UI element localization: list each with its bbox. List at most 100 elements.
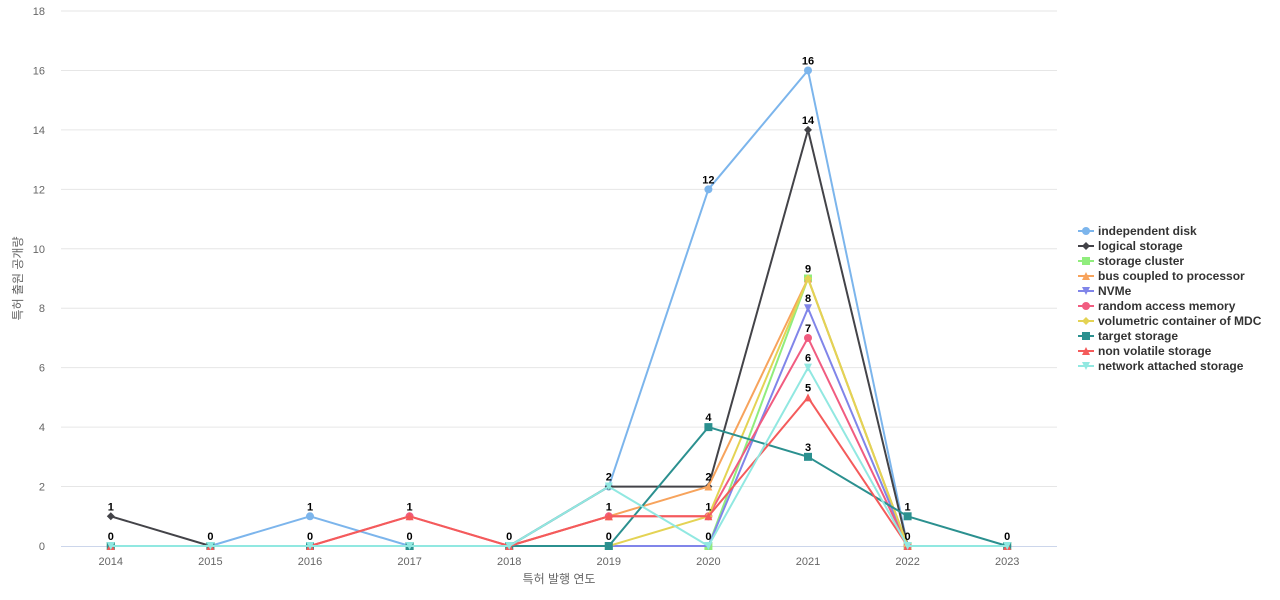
series-line [109, 366, 1009, 547]
legend-marker [1082, 347, 1090, 355]
data-label: 0 [1004, 531, 1010, 543]
data-point [604, 542, 613, 550]
grid-lines [61, 10, 1057, 488]
series-line [109, 336, 1009, 547]
data-point [106, 542, 115, 550]
data-labels: 1 0 0 1 0 1 0 0 2 1 0 12 4 2 1 0 16 14 9 8 7 6 5 3 1 0 0 [108, 55, 1011, 543]
series-line [109, 277, 1009, 547]
data-point [405, 542, 414, 550]
data-label: 6 [805, 353, 811, 365]
data-point [804, 304, 812, 313]
data-point [804, 333, 812, 342]
data-point [804, 66, 812, 75]
legend-marker [1082, 227, 1090, 235]
y-tick-label: 0 [39, 541, 45, 553]
x-tick-label: 2021 [796, 556, 820, 568]
legend-label: NVMe [1098, 284, 1132, 298]
legend-label: target storage [1098, 329, 1178, 343]
data-point [505, 542, 514, 550]
legend-item: bus coupled to processor [1078, 269, 1245, 283]
y-tick-label: 2 [39, 482, 45, 494]
series-group [106, 363, 1012, 550]
data-point [804, 274, 812, 283]
data-point [903, 542, 912, 550]
data-label: 16 [802, 55, 814, 67]
x-tick-label: 2020 [696, 556, 720, 568]
y-tick-label: 18 [33, 6, 45, 18]
data-label: 8 [805, 293, 811, 305]
x-tick-label: 2022 [895, 556, 919, 568]
legend-label: bus coupled to processor [1098, 269, 1245, 283]
legend-label: network attached storage [1098, 359, 1244, 373]
x-tick-label: 2019 [597, 556, 621, 568]
series-line [109, 277, 1009, 547]
data-label: 0 [307, 531, 313, 543]
data-point [306, 512, 314, 521]
x-tick-label: 2017 [397, 556, 421, 568]
data-label: 2 [705, 472, 711, 484]
x-tick-label: 2023 [995, 556, 1019, 568]
x-axis-ticks: 2014 2015 2016 2017 2018 2019 2020 2021 2022 2023 [99, 556, 1020, 568]
legend-item: target storage [1078, 329, 1178, 343]
legend-marker [1082, 287, 1090, 295]
legend-marker [1082, 332, 1090, 340]
y-tick-label: 10 [33, 244, 45, 256]
data-label: 3 [805, 442, 811, 454]
y-axis-title: 특허 출원 공개량 [11, 237, 25, 321]
legend-item: network attached storage [1078, 359, 1244, 373]
legend-item: volumetric container of MDC [1078, 314, 1262, 328]
series-layer [106, 66, 1012, 550]
y-tick-label: 4 [39, 422, 45, 434]
legend-label: random access memory [1098, 299, 1236, 313]
legend-marker [1082, 272, 1090, 280]
y-axis-ticks: 0 2 4 6 8 10 12 14 16 18 [33, 6, 45, 553]
x-tick-label: 2018 [497, 556, 521, 568]
data-label: 0 [108, 531, 114, 543]
legend-label: non volatile storage [1098, 344, 1212, 358]
data-point [704, 542, 713, 550]
x-tick-label: 2014 [99, 556, 123, 568]
data-label: 1 [905, 501, 911, 513]
data-point [1003, 542, 1012, 550]
data-label: 5 [805, 382, 811, 394]
legend-label: storage cluster [1098, 254, 1184, 268]
legend-marker [1082, 257, 1090, 265]
series-line [109, 277, 1009, 547]
data-point [206, 542, 215, 550]
data-label: 7 [805, 323, 811, 335]
data-point [804, 125, 812, 134]
data-label: 1 [407, 501, 413, 513]
data-point [604, 482, 613, 491]
x-tick-label: 2015 [198, 556, 222, 568]
legend-marker [1082, 362, 1090, 370]
data-label: 0 [705, 531, 711, 543]
data-point [804, 363, 812, 372]
data-point [704, 423, 713, 432]
data-label: 1 [307, 501, 313, 513]
x-tick-label: 2016 [298, 556, 322, 568]
data-label: 0 [506, 531, 512, 543]
legend-item: random access memory [1078, 299, 1236, 313]
legend-item: NVMe [1078, 284, 1132, 298]
legend-item: logical storage [1078, 239, 1183, 253]
legend-marker [1082, 302, 1090, 310]
legend-label: logical storage [1098, 239, 1183, 253]
y-tick-label: 12 [33, 184, 45, 196]
series-group [106, 333, 1012, 550]
data-label: 0 [207, 531, 213, 543]
legend-marker [1082, 317, 1090, 325]
data-point [804, 452, 812, 461]
legend-item: independent disk [1078, 224, 1197, 238]
data-point [405, 512, 414, 521]
x-axis-title: 특허 발행 연도 [523, 571, 596, 586]
data-label: 12 [702, 174, 714, 186]
legend-marker [1082, 242, 1090, 250]
data-label: 1 [108, 501, 114, 513]
data-point [106, 512, 115, 521]
data-label: 0 [606, 531, 612, 543]
data-point [704, 512, 713, 521]
data-label: 4 [705, 412, 712, 424]
data-label: 14 [802, 115, 815, 127]
